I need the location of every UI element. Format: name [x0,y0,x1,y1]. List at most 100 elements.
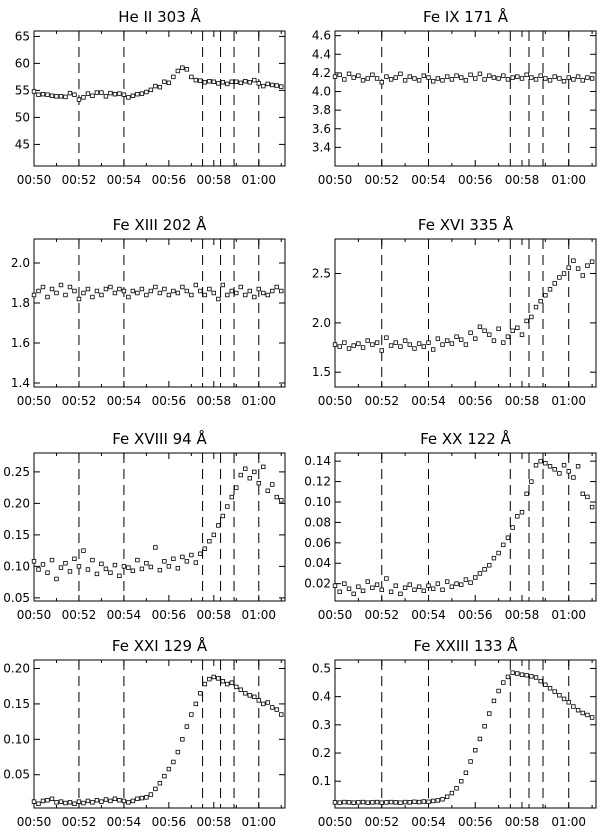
data-point [189,552,194,558]
data-point [270,482,275,487]
data-point [426,583,431,588]
data-point [566,469,571,474]
data-point [388,799,394,805]
y-tick-label: 3.8 [312,103,331,117]
data-point [139,795,145,801]
data-point [274,83,279,88]
data-point [552,74,557,79]
data-point [54,94,59,99]
data-point [94,90,100,95]
data-point [515,671,520,676]
data-point [193,282,199,288]
data-point [435,798,441,803]
x-tick-label: 01:00 [551,173,586,187]
data-point [67,800,73,805]
data-point [515,514,520,519]
y-tick-label: 2.0 [312,316,331,330]
data-point [108,284,113,290]
data-point [94,288,100,294]
data-point [148,564,154,570]
data-point [148,87,154,93]
data-point [139,91,145,96]
data-point [279,288,284,294]
data-point [557,471,562,476]
data-point [407,342,412,347]
data-point [571,704,576,709]
data-point [31,799,37,804]
data-point [393,340,398,345]
data-point [426,75,431,80]
y-tick-label: 0.12 [304,475,331,489]
x-tick-label: 00:58 [197,394,232,408]
data-point [412,587,417,592]
data-point [256,481,261,486]
data-point [49,93,55,98]
y-tick-label: 0.1 [312,774,331,788]
data-point [529,674,534,679]
data-point [270,288,275,294]
data-point [261,701,266,707]
data-point [45,294,50,300]
data-point [229,288,235,294]
data-point [571,77,576,82]
data-point [501,680,506,685]
y-tick-label: 0.15 [3,528,30,542]
data-point [543,682,548,688]
y-tick-label: 60 [15,56,30,70]
data-point [166,766,172,772]
data-point [571,475,576,480]
y-tick-label: 4.2 [312,66,331,80]
data-point [407,582,412,587]
data-point [533,77,539,82]
data-point [81,800,86,806]
data-point [473,336,478,341]
data-point [496,688,501,694]
data-point [274,284,279,290]
data-point [171,288,176,294]
y-tick-label: 2.5 [312,267,331,281]
data-point [229,680,235,685]
data-point [388,343,394,348]
data-point [81,290,86,296]
panel-3: Fe XIII 202 Å 00:50 00:52 00:54 00:56 00:58 01… [11,215,286,408]
x-tick-label: 00:58 [505,394,540,408]
data-point [58,799,64,804]
data-point [261,464,266,470]
data-point [482,77,487,82]
data-point [585,712,590,718]
data-point [270,82,275,88]
panel-4: Fe XVI 335 Å 00:50 00:52 00:54 00:56 00:58 01:… [312,215,597,408]
data-point [589,259,595,264]
data-point [510,670,515,675]
data-point [384,800,389,805]
data-point [63,561,68,566]
data-point [356,73,361,78]
data-point [524,72,529,77]
data-point [49,557,55,563]
data-point [117,91,122,96]
data-point [505,535,511,540]
x-tick-label: 00:54 [411,815,446,829]
data-point [510,328,515,333]
y-tick-label: 3.4 [312,140,331,154]
data-point [370,585,375,590]
plot-frame [334,659,597,809]
data-point [402,799,408,805]
data-point [547,685,553,691]
data-point [135,290,140,296]
data-point [337,72,342,77]
panel-title: He II 303 Å [118,7,201,26]
data-point [72,92,77,97]
data-point [356,341,361,346]
data-point [585,494,590,500]
data-point [67,284,73,290]
data-point [365,800,370,805]
data-point [440,587,445,592]
data-point [473,748,478,753]
data-point [524,318,529,324]
x-tick-label: 00:58 [197,815,232,829]
data-point [454,334,459,339]
data-point [121,798,127,804]
data-point [402,585,408,590]
data-point [220,679,226,684]
